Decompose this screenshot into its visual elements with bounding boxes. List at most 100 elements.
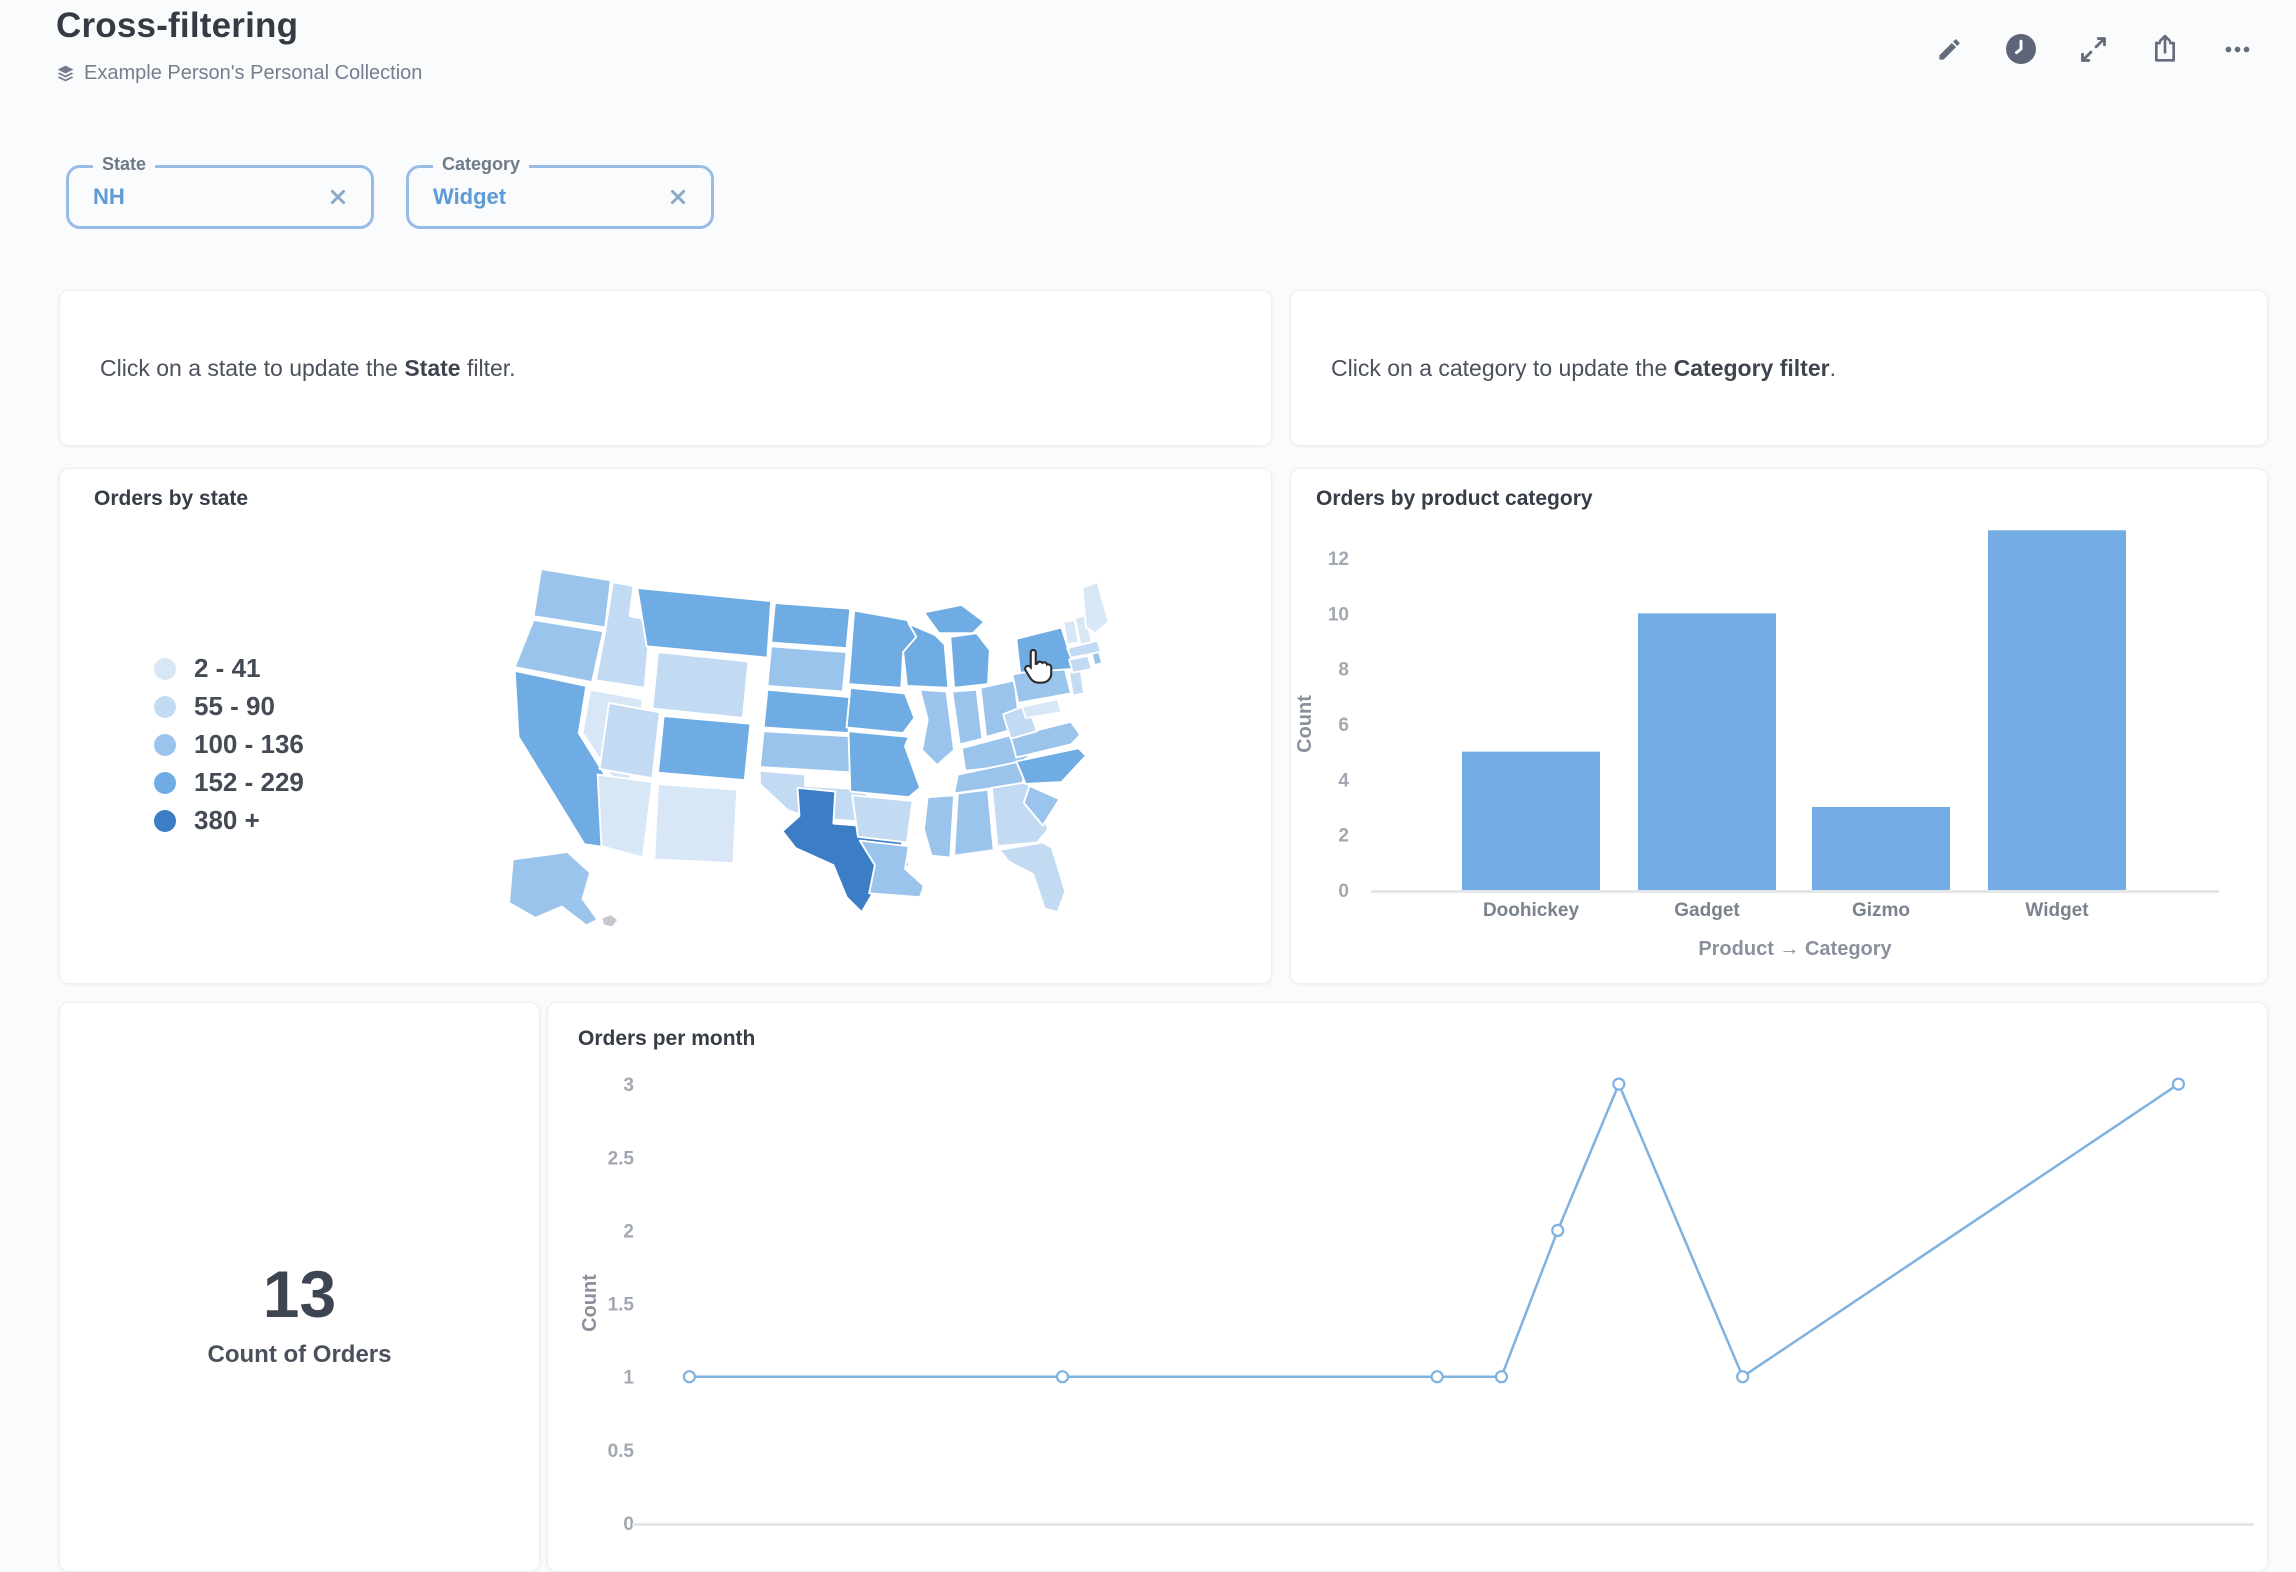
state-AK[interactable] — [508, 850, 599, 927]
legend-item: 380 + — [154, 805, 304, 835]
collection-breadcrumb[interactable]: Example Person's Personal Collection — [56, 62, 422, 85]
chart-text: 6 — [1338, 715, 1349, 736]
auto-refresh-button[interactable] — [2002, 30, 2040, 68]
state-NC[interactable] — [1015, 747, 1087, 785]
state-FL[interactable] — [998, 841, 1067, 914]
more-options-button[interactable] — [2218, 30, 2256, 68]
state-NM[interactable] — [653, 783, 739, 865]
state-AZ[interactable] — [596, 773, 654, 859]
state-OR[interactable] — [513, 619, 605, 684]
map-legend: 2 - 41 55 - 90 100 - 136 152 - 229 380 + — [154, 653, 304, 835]
bar-chart: 0 2 4 6 8 10 12 Doohickey Gadget Gizmo Widget Produ… — [1294, 530, 2219, 960]
line-point[interactable] — [2171, 1077, 2186, 1091]
state-WA[interactable] — [532, 568, 612, 629]
line-point[interactable] — [682, 1370, 697, 1384]
state-MI-upper[interactable] — [922, 603, 986, 635]
state-MI[interactable] — [949, 632, 991, 689]
line-point[interactable] — [1055, 1370, 1070, 1384]
state-LA[interactable] — [858, 839, 925, 899]
state-CT[interactable] — [1068, 654, 1093, 674]
state-AR[interactable] — [851, 794, 914, 844]
clear-category-filter-button[interactable] — [669, 188, 687, 206]
state-ID[interactable] — [594, 581, 652, 689]
dashboard-actions — [1930, 30, 2256, 68]
text-card-state-text: Click on a state to update the State fil… — [100, 354, 516, 381]
state-IN[interactable] — [951, 688, 984, 746]
state-HI[interactable] — [600, 913, 620, 929]
state-RI[interactable] — [1090, 651, 1104, 667]
state-MO[interactable] — [847, 730, 922, 799]
state-AL[interactable] — [953, 788, 995, 857]
map-card-title[interactable]: Orders by state — [94, 487, 249, 510]
state-SD[interactable] — [766, 645, 848, 693]
legend-label: 2 - 41 — [194, 653, 261, 683]
clear-state-filter-button[interactable] — [329, 188, 347, 206]
count-of-orders-card: 13 Count of Orders — [59, 1002, 540, 1572]
legend-swatch — [154, 771, 176, 794]
legend-item: 55 - 90 — [154, 691, 304, 721]
chart-text: 10 — [1328, 604, 1349, 625]
state-IA[interactable] — [845, 686, 916, 735]
chart-text: 0 — [623, 1514, 634, 1535]
text-card-category-hint: Click on a category to update the Catego… — [1290, 290, 2268, 446]
close-icon — [330, 189, 346, 205]
scalar-value: 13 — [262, 1257, 337, 1331]
bar-widget[interactable] — [1988, 530, 2126, 890]
filter-state-label: State — [93, 153, 156, 177]
filter-state[interactable]: State NH — [66, 153, 374, 229]
chart-text: 2 — [1338, 826, 1349, 847]
state-IL[interactable] — [919, 688, 955, 767]
ellipsis-icon — [2225, 46, 2249, 52]
state-VA[interactable] — [1009, 720, 1082, 759]
chart-text: 1 — [623, 1368, 634, 1389]
state-VT[interactable] — [1062, 619, 1080, 646]
state-ND[interactable] — [770, 602, 852, 650]
line-point[interactable] — [1430, 1370, 1444, 1384]
line-point[interactable] — [1612, 1077, 1626, 1091]
fullscreen-button[interactable] — [2074, 30, 2112, 68]
chart-text: 0 — [1338, 881, 1349, 902]
bar-card-title[interactable]: Orders by product category — [1316, 487, 1593, 510]
edit-dashboard-button[interactable] — [1930, 30, 1968, 68]
line-chart: 3 2.5 2 1.5 1 0.5 0 Count — [579, 1075, 2254, 1535]
chart-text: 4 — [1338, 770, 1349, 791]
state-MS[interactable] — [922, 794, 955, 859]
bar-gizmo[interactable] — [1812, 806, 1950, 890]
line-point[interactable] — [1494, 1370, 1509, 1384]
chart-text: Count — [579, 1274, 601, 1332]
state-NE[interactable] — [762, 688, 854, 735]
line-point[interactable] — [1551, 1223, 1565, 1237]
filter-category[interactable]: Category Widget — [406, 153, 714, 229]
chart-text: 12 — [1328, 549, 1349, 570]
orders-by-product-category-card: Orders by product category 0 2 4 6 8 10 12 Dooh… — [1290, 468, 2268, 984]
chart-text: Gadget — [1674, 900, 1740, 921]
state-KS[interactable] — [758, 730, 861, 774]
dashboard-header: Cross-filtering Example Person's Persona… — [0, 0, 2296, 130]
state-ME[interactable] — [1081, 581, 1110, 635]
orders-by-state-card: Orders by state 2 - 41 55 - 90 100 - 136 15… — [59, 468, 1272, 984]
state-WI[interactable] — [902, 622, 950, 689]
chart-text: Count — [1294, 695, 1316, 753]
share-button[interactable] — [2146, 30, 2184, 68]
state-MT[interactable] — [636, 586, 773, 659]
chart-text: 8 — [1338, 660, 1349, 681]
pencil-icon — [1938, 38, 1960, 60]
state-UT[interactable] — [598, 701, 661, 780]
state-SC[interactable] — [1022, 784, 1061, 827]
legend-label: 152 - 229 — [194, 767, 304, 797]
state-CO[interactable] — [657, 715, 752, 782]
legend-swatch — [154, 695, 176, 718]
bar-gadget[interactable] — [1638, 613, 1776, 890]
bar-doohickey[interactable] — [1462, 751, 1600, 890]
orders-per-month-card: Orders per month 3 2.5 2 1.5 1 0.5 0 Count — [547, 1002, 2268, 1572]
line-point[interactable] — [1736, 1370, 1750, 1384]
legend-swatch — [154, 809, 176, 832]
chart-text: Product → Category — [1698, 938, 1892, 960]
line-card-title[interactable]: Orders per month — [578, 1027, 756, 1050]
legend-swatch — [154, 657, 176, 680]
chart-text: 2.5 — [608, 1148, 635, 1169]
state-WY[interactable] — [651, 651, 750, 719]
state-MD[interactable] — [1021, 698, 1063, 719]
share-icon — [2155, 34, 2175, 62]
legend-label: 380 + — [194, 805, 260, 835]
